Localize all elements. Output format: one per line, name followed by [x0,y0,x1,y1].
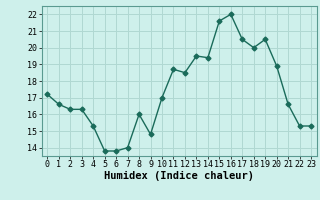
X-axis label: Humidex (Indice chaleur): Humidex (Indice chaleur) [104,171,254,181]
